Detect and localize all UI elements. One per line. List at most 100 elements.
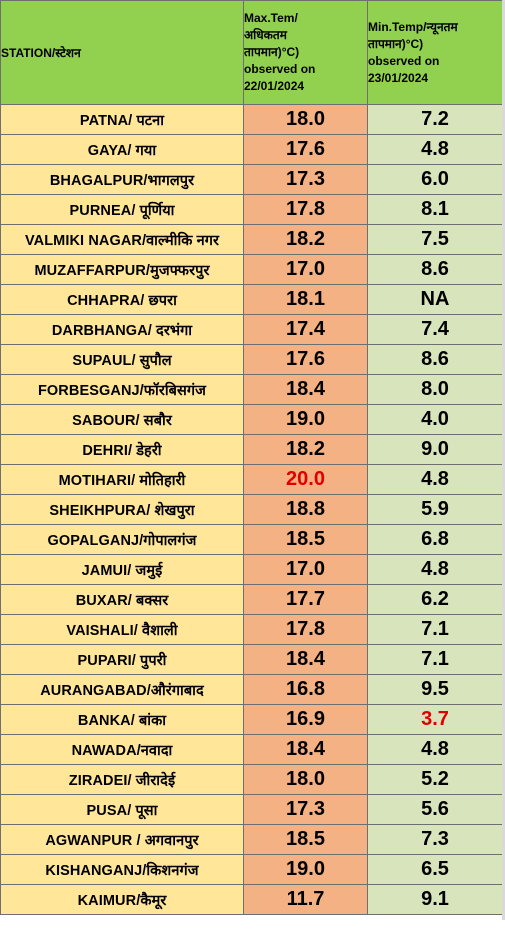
station-name-cell: AGWANPUR / अगवानपुर	[0, 824, 244, 855]
table-row: DARBHANGA/ दरभंगा 17.4 7.4	[0, 314, 503, 345]
max-temp-cell: 19.0	[243, 404, 368, 435]
min-temp-cell: 3.7	[367, 704, 503, 735]
table-row: CHHAPRA/ छपरा 18.1 NA	[0, 284, 503, 315]
min-temp-column-header: Min.Temp/न्यूनतम तापमान)°C) observed on …	[367, 0, 503, 105]
station-name-cell: VALMIKI NAGAR/वाल्मीकि नगर	[0, 224, 244, 255]
max-temp-cell: 16.8	[243, 674, 368, 705]
table-row: DEHRI/ डेहरी 18.2 9.0	[0, 434, 503, 465]
station-name-cell: VAISHALI/ वैशाली	[0, 614, 244, 645]
max-temp-cell: 17.8	[243, 614, 368, 645]
max-temp-cell: 20.0	[243, 464, 368, 495]
min-temp-cell: 7.1	[367, 644, 503, 675]
max-temp-cell: 16.9	[243, 704, 368, 735]
table-row: KISHANGANJ/किशनगंज 19.0 6.5	[0, 854, 503, 885]
min-temp-cell: 7.5	[367, 224, 503, 255]
page-edge	[502, 0, 505, 920]
min-temp-cell: 6.8	[367, 524, 503, 555]
station-name-cell: FORBESGANJ/फॉरबिसगंज	[0, 374, 244, 405]
min-temp-cell: 8.6	[367, 344, 503, 375]
table-row: VAISHALI/ वैशाली 17.8 7.1	[0, 614, 503, 645]
max-temp-cell: 18.4	[243, 644, 368, 675]
min-temp-cell: 6.2	[367, 584, 503, 615]
table-row: NAWADA/नवादा 18.4 4.8	[0, 734, 503, 765]
station-name-cell: GOPALGANJ/गोपालगंज	[0, 524, 244, 555]
station-name-cell: DARBHANGA/ दरभंगा	[0, 314, 244, 345]
table-row: PATNA/ पटना 18.0 7.2	[0, 104, 503, 135]
max-temp-cell: 17.0	[243, 554, 368, 585]
station-name-cell: AURANGABAD/औरंगाबाद	[0, 674, 244, 705]
station-name-cell: BANKA/ बांका	[0, 704, 244, 735]
max-temp-cell: 18.2	[243, 434, 368, 465]
table-row: KAIMUR/कैमूर 11.7 9.1	[0, 884, 503, 915]
table-row: PURNEA/ पूर्णिया 17.8 8.1	[0, 194, 503, 225]
min-temp-cell: 7.2	[367, 104, 503, 135]
table-row: AGWANPUR / अगवानपुर 18.5 7.3	[0, 824, 503, 855]
min-temp-cell: 4.0	[367, 404, 503, 435]
max-temp-cell: 18.8	[243, 494, 368, 525]
table-row: GOPALGANJ/गोपालगंज 18.5 6.8	[0, 524, 503, 555]
min-temp-cell: 5.9	[367, 494, 503, 525]
max-temp-column-header: Max.Tem/ अधिकतम तापमान)°C) observed on 2…	[243, 0, 368, 105]
station-name-cell: JAMUI/ जमुई	[0, 554, 244, 585]
max-header-line: observed on	[244, 62, 316, 76]
min-temp-cell: 6.5	[367, 854, 503, 885]
station-name-cell: SHEIKHPURA/ शेखपुरा	[0, 494, 244, 525]
max-header-line: अधिकतम	[244, 28, 287, 42]
table-row: SHEIKHPURA/ शेखपुरा 18.8 5.9	[0, 494, 503, 525]
station-name-cell: PURNEA/ पूर्णिया	[0, 194, 244, 225]
station-name-cell: GAYA/ गया	[0, 134, 244, 165]
min-temp-cell: 9.0	[367, 434, 503, 465]
station-name-cell: NAWADA/नवादा	[0, 734, 244, 765]
min-temp-cell: 8.1	[367, 194, 503, 225]
max-temp-cell: 18.0	[243, 764, 368, 795]
min-temp-cell: NA	[367, 284, 503, 315]
table-body: PATNA/ पटना 18.0 7.2 GAYA/ गया 17.6 4.8 BHAGAL…	[0, 104, 503, 915]
station-name-cell: DEHRI/ डेहरी	[0, 434, 244, 465]
table-row: JAMUI/ जमुई 17.0 4.8	[0, 554, 503, 585]
min-temp-cell: 5.6	[367, 794, 503, 825]
max-temp-cell: 17.3	[243, 794, 368, 825]
max-temp-cell: 19.0	[243, 854, 368, 885]
min-header-line: Min.Temp/न्यूनतम	[368, 19, 458, 34]
station-name-cell: KAIMUR/कैमूर	[0, 884, 244, 915]
max-temp-cell: 18.1	[243, 284, 368, 315]
station-column-header: STATION/स्टेशन	[0, 0, 244, 105]
min-temp-cell: 7.1	[367, 614, 503, 645]
min-temp-cell: 6.0	[367, 164, 503, 195]
min-temp-cell: 9.1	[367, 884, 503, 915]
station-name-cell: MUZAFFARPUR/मुजफ्फरपुर	[0, 254, 244, 285]
min-temp-cell: 4.8	[367, 734, 503, 765]
station-name-cell: CHHAPRA/ छपरा	[0, 284, 244, 315]
max-temp-cell: 17.8	[243, 194, 368, 225]
min-temp-cell: 4.8	[367, 134, 503, 165]
max-temp-cell: 11.7	[243, 884, 368, 915]
min-header-line: observed on	[368, 53, 440, 68]
min-header-line: 23/01/2024	[368, 70, 429, 85]
max-temp-cell: 17.3	[243, 164, 368, 195]
max-header-line: Max.Tem/	[244, 11, 298, 25]
table-row: MOTIHARI/ मोतिहारी 20.0 4.8	[0, 464, 503, 495]
table-row: BUXAR/ बक्सर 17.7 6.2	[0, 584, 503, 615]
min-temp-cell: 4.8	[367, 464, 503, 495]
table-row: SABOUR/ सबौर 19.0 4.0	[0, 404, 503, 435]
station-name-cell: BHAGALPUR/भागलपुर	[0, 164, 244, 195]
table-row: PUPARI/ पुपरी 18.4 7.1	[0, 644, 503, 675]
table-row: FORBESGANJ/फॉरबिसगंज 18.4 8.0	[0, 374, 503, 405]
max-temp-cell: 17.4	[243, 314, 368, 345]
station-name-cell: MOTIHARI/ मोतिहारी	[0, 464, 244, 495]
min-temp-cell: 5.2	[367, 764, 503, 795]
min-temp-cell: 8.0	[367, 374, 503, 405]
table-row: ZIRADEI/ जीरादेई 18.0 5.2	[0, 764, 503, 795]
station-name-cell: KISHANGANJ/किशनगंज	[0, 854, 244, 885]
table-row: VALMIKI NAGAR/वाल्मीकि नगर 18.2 7.5	[0, 224, 503, 255]
max-header-line: तापमान)°C)	[244, 45, 300, 59]
min-temp-cell: 8.6	[367, 254, 503, 285]
station-name-cell: PATNA/ पटना	[0, 104, 244, 135]
max-temp-cell: 17.6	[243, 134, 368, 165]
station-name-cell: BUXAR/ बक्सर	[0, 584, 244, 615]
station-name-cell: SABOUR/ सबौर	[0, 404, 244, 435]
table-header-row: STATION/स्टेशन Max.Tem/ अधिकतम तापमान)°C…	[0, 0, 503, 105]
max-temp-cell: 18.4	[243, 734, 368, 765]
min-temp-cell: 7.4	[367, 314, 503, 345]
station-name-cell: PUPARI/ पुपरी	[0, 644, 244, 675]
